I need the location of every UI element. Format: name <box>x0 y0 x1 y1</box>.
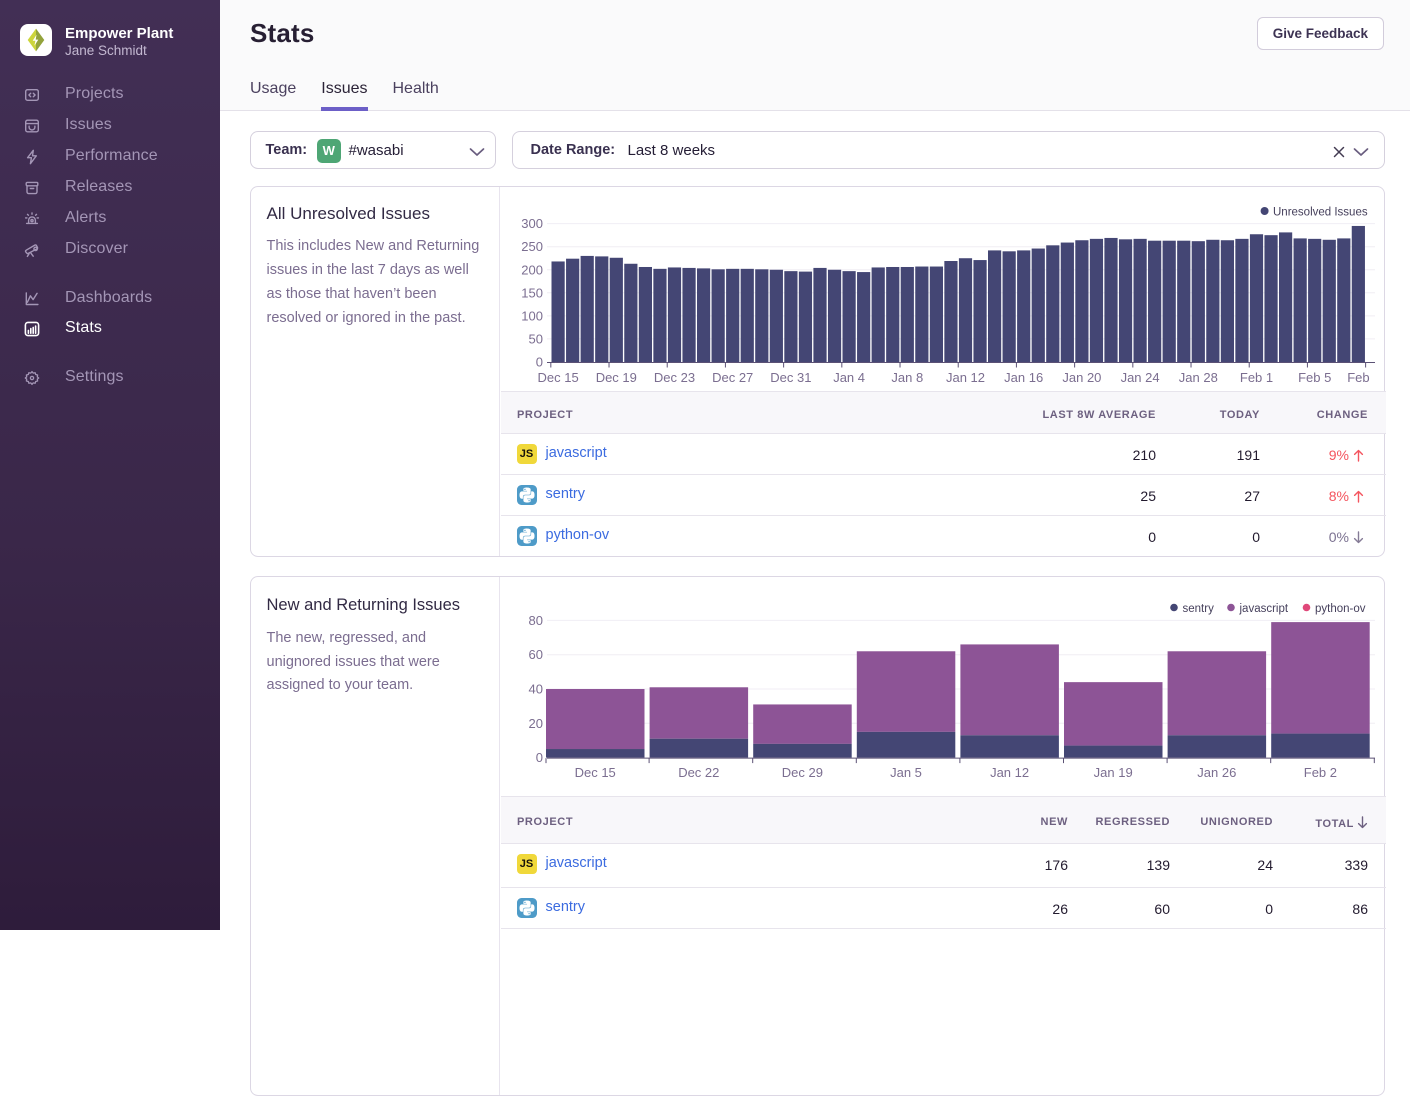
svg-text:150: 150 <box>521 285 543 300</box>
svg-text:Jan 12: Jan 12 <box>990 765 1029 780</box>
svg-text:80: 80 <box>529 613 543 628</box>
svg-text:Feb 2: Feb 2 <box>1304 765 1337 780</box>
svg-text:300: 300 <box>521 216 543 231</box>
svg-text:Jan 26: Jan 26 <box>1197 765 1236 780</box>
svg-text:Dec 27: Dec 27 <box>712 370 753 385</box>
svg-text:200: 200 <box>521 262 543 277</box>
svg-text:Dec 19: Dec 19 <box>596 370 637 385</box>
svg-text:Dec 22: Dec 22 <box>678 765 719 780</box>
svg-text:Dec 31: Dec 31 <box>770 370 811 385</box>
svg-text:Jan 5: Jan 5 <box>890 765 922 780</box>
svg-text:50: 50 <box>529 331 543 346</box>
svg-text:sentry: sentry <box>1183 603 1215 615</box>
svg-text:Jan 4: Jan 4 <box>833 370 865 385</box>
svg-text:Jan 19: Jan 19 <box>1094 765 1133 780</box>
svg-text:Jan 12: Jan 12 <box>946 370 985 385</box>
svg-text:Jan 24: Jan 24 <box>1121 370 1160 385</box>
svg-text:100: 100 <box>521 308 543 323</box>
svg-text:Dec 29: Dec 29 <box>782 765 823 780</box>
svg-text:Feb 1: Feb 1 <box>1240 370 1273 385</box>
svg-text:Dec 15: Dec 15 <box>575 765 616 780</box>
svg-text:Unresolved Issues: Unresolved Issues <box>1273 207 1368 219</box>
svg-text:20: 20 <box>529 716 543 731</box>
svg-text:Jan 16: Jan 16 <box>1004 370 1043 385</box>
svg-text:Feb 5: Feb 5 <box>1298 370 1331 385</box>
svg-text:Dec 23: Dec 23 <box>654 370 695 385</box>
svg-text:python-ov: python-ov <box>1315 603 1366 615</box>
svg-text:0: 0 <box>536 750 543 765</box>
svg-text:Jan 8: Jan 8 <box>891 370 923 385</box>
svg-text:Jan 28: Jan 28 <box>1179 370 1218 385</box>
svg-text:Jan 20: Jan 20 <box>1062 370 1101 385</box>
svg-text:250: 250 <box>521 239 543 254</box>
svg-text:40: 40 <box>529 682 543 697</box>
svg-text:60: 60 <box>529 647 543 662</box>
svg-text:javascript: javascript <box>1239 603 1289 615</box>
svg-text:0: 0 <box>536 355 543 370</box>
svg-text:Feb: Feb <box>1347 370 1369 385</box>
svg-text:Dec 15: Dec 15 <box>537 370 578 385</box>
